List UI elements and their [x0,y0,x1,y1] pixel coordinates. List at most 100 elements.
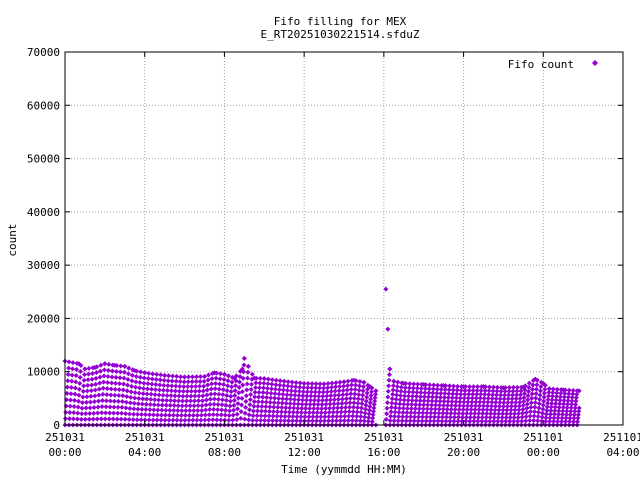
data-point [401,380,407,386]
data-point [476,410,482,416]
data-point [223,397,229,403]
data-point [516,411,522,417]
data-point [276,387,282,393]
data-point [559,411,565,417]
data-point [151,407,157,413]
data-point [335,405,341,411]
data-point [536,405,542,411]
data-point [314,414,320,420]
data-point [421,382,427,388]
data-point [328,388,334,394]
data-point [359,401,365,407]
data-point [536,401,542,407]
data-point [245,375,251,381]
y-tick-label: 20000 [27,312,60,325]
data-point [275,400,281,406]
data-point [407,381,413,387]
data-point [566,391,572,397]
data-point [280,387,286,393]
data-point [372,395,378,401]
data-point [309,381,315,387]
data-point [436,410,442,416]
data-point [166,417,172,423]
data-point [317,418,323,424]
data-point [321,385,327,391]
data-point [532,376,538,382]
data-point [401,401,407,407]
data-point [515,418,521,424]
data-point [276,395,282,401]
data-point [75,404,81,410]
data-point [363,402,369,408]
data-point [533,391,539,397]
data-point [104,392,110,398]
data-point [217,371,223,377]
data-point [355,405,361,411]
data-point [485,399,491,405]
data-point [575,419,581,425]
data-point [172,388,178,394]
x-tick-date-label: 251031 [284,431,324,444]
data-point [78,368,84,374]
data-point [84,388,90,394]
data-point [187,403,193,409]
data-point [529,391,535,397]
data-point [498,388,504,394]
data-point [398,393,404,399]
data-point [388,409,394,415]
data-point [242,416,248,422]
data-point [200,393,206,399]
data-point [271,400,277,406]
data-point [225,383,231,389]
data-point [399,418,405,424]
data-point [251,375,257,381]
data-point [299,401,305,407]
data-point [159,402,165,408]
data-point [157,382,163,388]
data-point [224,393,230,399]
data-point [408,406,414,412]
data-point [510,384,516,390]
data-point [206,412,212,418]
data-point [108,392,114,398]
data-point [226,412,232,418]
data-point [422,390,428,396]
data-point [117,381,123,387]
data-point [333,384,339,390]
data-point [484,411,490,417]
data-point [199,407,205,413]
data-point [109,368,115,374]
data-point [239,389,245,395]
data-point [309,385,315,391]
data-point [278,418,284,424]
data-point [561,397,567,403]
data-point [273,377,279,383]
data-point [543,411,549,417]
data-point [215,407,221,413]
data-point [298,410,304,416]
data-point [527,418,533,424]
data-point [461,384,467,390]
data-point [84,394,90,400]
data-point [272,386,278,392]
data-point [409,401,415,407]
data-point [480,407,486,413]
data-point [435,414,441,420]
data-point [286,413,292,419]
data-point [431,382,437,388]
data-point [468,407,474,413]
data-point [557,401,563,407]
data-point [385,388,391,394]
data-point [356,387,362,393]
data-point [574,391,580,397]
data-point [503,418,509,424]
data-point [145,375,151,381]
data-point [447,418,453,424]
data-point [168,393,174,399]
data-point [273,382,279,388]
data-point [176,388,182,394]
data-point [572,408,578,414]
data-point [73,373,79,379]
data-point [179,408,185,414]
data-point [394,383,400,389]
